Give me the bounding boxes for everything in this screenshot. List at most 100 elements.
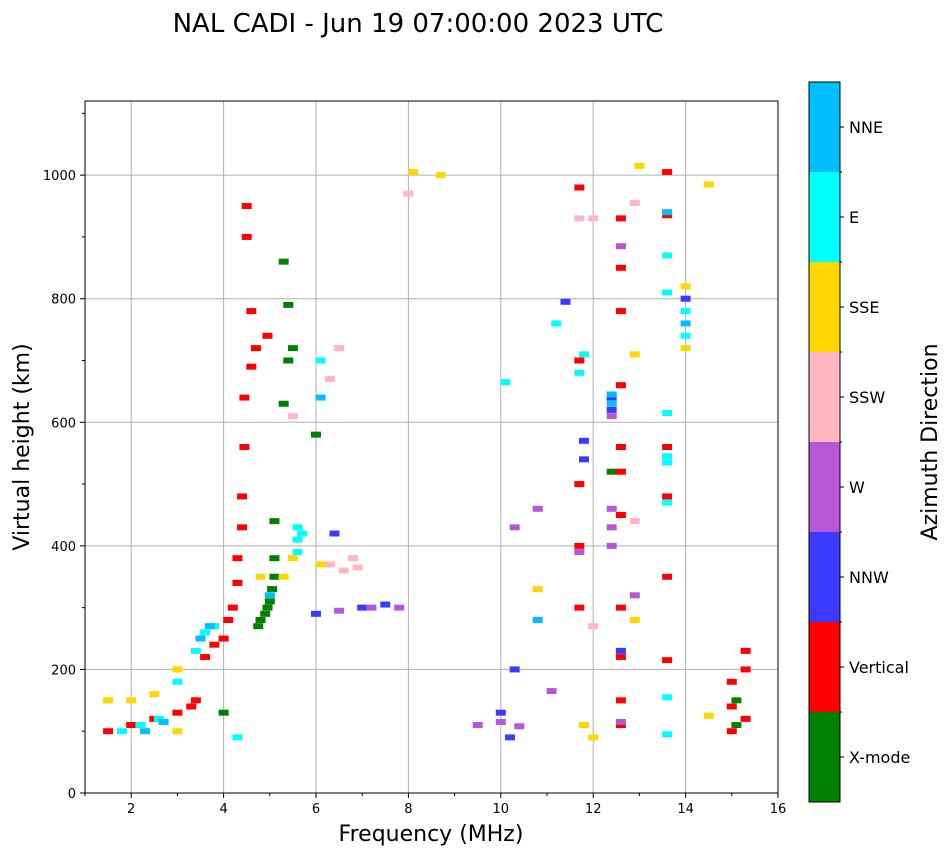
data-point — [495, 709, 506, 716]
data-point — [135, 722, 146, 729]
x-axis-label: Frequency (MHz) — [339, 822, 524, 847]
data-point — [255, 617, 266, 623]
data-point — [209, 641, 220, 648]
data-point — [615, 654, 626, 661]
data-point — [509, 666, 520, 673]
data-point — [239, 394, 250, 401]
colorbar-segment — [809, 262, 840, 352]
data-point — [435, 172, 446, 179]
data-point — [292, 536, 303, 543]
data-point — [232, 555, 243, 562]
data-point — [218, 709, 229, 716]
data-point — [200, 654, 211, 661]
data-point — [149, 691, 160, 698]
data-point — [190, 647, 201, 654]
data-point — [505, 734, 516, 741]
data-point — [172, 728, 183, 735]
data-point — [615, 243, 626, 250]
data-point — [311, 610, 321, 617]
data-point — [629, 518, 640, 525]
y-tick-label: 0 — [68, 787, 76, 802]
data-point — [634, 162, 645, 169]
colorbar-segment — [809, 172, 840, 262]
data-point — [403, 190, 414, 197]
x-axis-ticks: 2 4 6 8 10 12 14 16 — [84, 793, 786, 817]
plot-frame — [84, 100, 779, 794]
data-point — [615, 382, 626, 389]
colorbar-tick-label: SSE — [849, 298, 879, 317]
data-point — [186, 703, 197, 710]
data-point — [578, 456, 589, 463]
data-point — [315, 394, 326, 401]
series-x-mode — [218, 258, 742, 729]
x-tick-label: 8 — [404, 802, 412, 817]
data-point — [680, 308, 691, 315]
data-point — [574, 357, 585, 364]
data-point — [662, 573, 673, 580]
data-point — [703, 712, 714, 719]
data-point — [662, 209, 673, 216]
colorbar-segment — [809, 442, 840, 532]
data-point — [606, 400, 617, 407]
colorbar-frame — [808, 81, 841, 803]
colorbar-label: Azimuth Direction — [918, 343, 943, 540]
data-point — [578, 722, 589, 729]
y-tick-label: 600 — [51, 416, 76, 431]
data-point — [662, 453, 673, 460]
data-point — [731, 697, 742, 704]
data-point — [292, 524, 303, 531]
data-point — [262, 332, 273, 339]
data-point — [606, 468, 617, 475]
data-point — [283, 357, 294, 364]
data-point — [726, 678, 737, 685]
data-point — [574, 215, 585, 222]
data-point — [472, 722, 483, 729]
data-point — [264, 598, 275, 605]
data-point — [662, 410, 673, 417]
data-point — [269, 518, 280, 525]
y-tick-label: 200 — [51, 663, 76, 678]
data-point — [606, 394, 617, 401]
data-point — [324, 561, 335, 568]
colorbar: X-mode Vertical NNW W SSW SSE E NNE — [808, 81, 910, 803]
data-point — [239, 444, 250, 450]
data-point — [578, 351, 589, 358]
data-point — [560, 298, 571, 305]
series-w — [334, 243, 640, 730]
data-point — [606, 505, 617, 512]
data-point — [278, 258, 289, 265]
data-points — [103, 162, 751, 741]
data-point — [172, 666, 183, 673]
data-point — [680, 320, 691, 327]
data-point — [103, 697, 114, 704]
data-point — [287, 555, 298, 562]
data-point — [347, 555, 358, 562]
data-point — [126, 697, 137, 704]
data-point — [662, 289, 673, 296]
data-point — [588, 734, 599, 741]
data-point — [190, 697, 201, 704]
series-nnw — [311, 295, 691, 741]
colorbar-tick-label: E — [849, 208, 859, 227]
y-tick-label: 800 — [51, 293, 76, 308]
data-point — [172, 678, 183, 685]
data-point — [195, 635, 206, 642]
data-point — [158, 718, 169, 725]
data-point — [269, 555, 280, 562]
data-point — [615, 215, 626, 222]
data-point — [680, 345, 691, 352]
data-point — [703, 181, 714, 188]
data-point — [726, 703, 737, 710]
data-point — [283, 301, 294, 308]
data-point — [629, 199, 640, 206]
data-point — [315, 357, 326, 364]
data-point — [357, 604, 368, 611]
plot-background — [85, 101, 778, 793]
series-ssw — [287, 190, 640, 630]
data-point — [253, 623, 264, 630]
data-point — [269, 573, 280, 580]
data-point — [241, 203, 252, 210]
data-point — [615, 718, 626, 725]
data-point — [292, 549, 303, 556]
data-point — [172, 709, 183, 716]
